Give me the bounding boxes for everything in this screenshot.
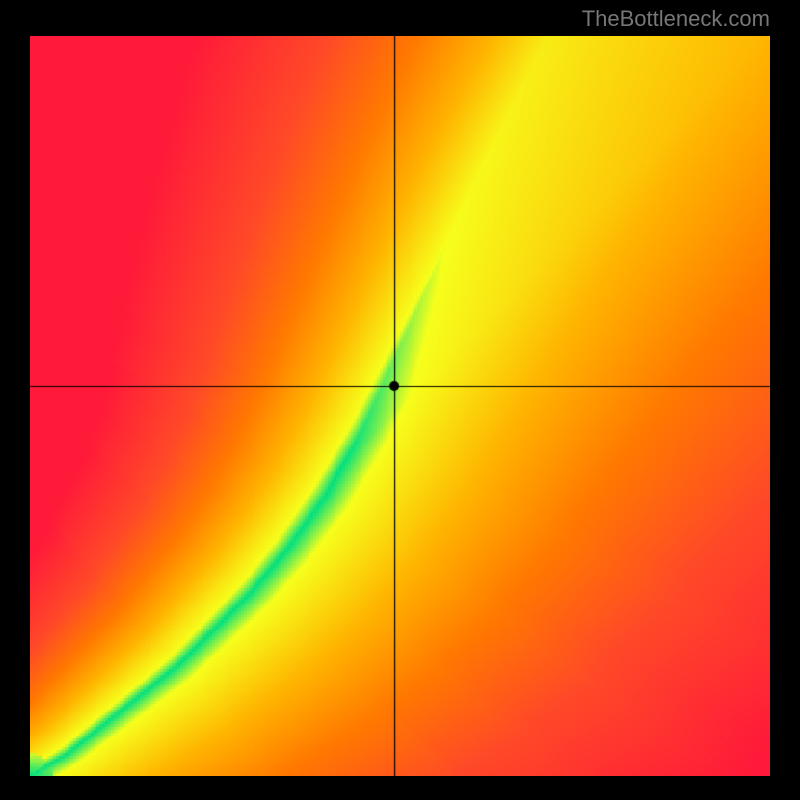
bottleneck-heatmap	[30, 36, 770, 776]
watermark-text: TheBottleneck.com	[582, 6, 770, 32]
